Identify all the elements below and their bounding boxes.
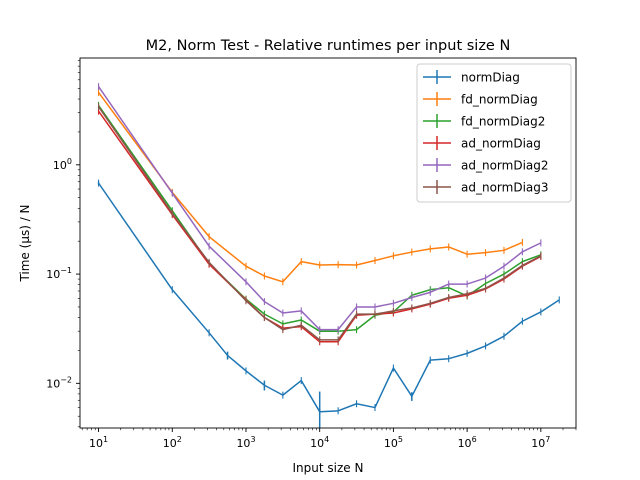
legend-item: normDiag: [423, 70, 520, 85]
series-ad_normDiag2: [97, 83, 542, 334]
x-tick-exponent: 3: [250, 435, 255, 444]
y-tick-label: 10−1: [46, 266, 72, 281]
y-tick-exponent: 0: [67, 157, 72, 166]
y-tick-label: 10−2: [46, 375, 72, 390]
series-line: [97, 106, 542, 341]
legend-item: ad_normDiag3: [423, 180, 549, 195]
x-tick-label: 102: [163, 435, 182, 450]
legend-label: fd_normDiag: [461, 93, 538, 107]
series-line: [97, 86, 542, 331]
legend-item: fd_normDiag: [423, 92, 538, 107]
x-tick-base: 10: [236, 437, 250, 450]
x-tick-label: 106: [458, 435, 477, 450]
y-tick-exponent: −1: [60, 266, 72, 275]
x-tick-base: 10: [163, 437, 177, 450]
x-tick-base: 10: [458, 437, 472, 450]
plot-frame: [79, 57, 577, 429]
legend-item: ad_normDiag2: [423, 158, 549, 173]
x-tick-base: 10: [310, 437, 324, 450]
y-axis-label: Time (µs) / N: [18, 204, 32, 282]
x-tick-exponent: 4: [324, 435, 329, 444]
legend-label: ad_normDiag3: [461, 181, 549, 195]
y-tick-base: 10: [46, 377, 60, 390]
series-line: [97, 182, 560, 413]
legend-label: normDiag: [461, 71, 520, 85]
legend-label: fd_normDiag2: [461, 115, 545, 129]
y-tick-base: 10: [46, 268, 60, 281]
x-tick-label: 105: [384, 435, 403, 450]
y-tick-label: 100: [53, 157, 72, 172]
y-tick-base: 10: [53, 159, 67, 172]
legend: normDiag fd_normDiag fd_normDiag2 ad_normDi…: [416, 63, 572, 203]
y-tick-exponent: −2: [60, 375, 72, 384]
legend-label: ad_normDiag: [461, 137, 541, 151]
x-tick-base: 10: [89, 437, 103, 450]
series-normDiag: [97, 179, 560, 428]
x-tick-exponent: 2: [177, 435, 182, 444]
series-layer: [97, 83, 560, 428]
x-tick-label: 107: [531, 435, 550, 450]
x-tick-base: 10: [531, 437, 545, 450]
x-axis-label: Input size N: [293, 461, 364, 475]
legend-item: ad_normDiag: [423, 136, 541, 151]
x-tick-exponent: 6: [472, 435, 477, 444]
x-tick-label: 103: [236, 435, 255, 450]
series-line: [97, 104, 542, 332]
x-axis: 101 102 103 104 105 106 107: [81, 428, 577, 450]
x-tick-exponent: 1: [103, 435, 108, 444]
legend-item: fd_normDiag2: [423, 114, 545, 129]
x-tick-exponent: 5: [398, 435, 403, 444]
x-tick-label: 104: [310, 435, 329, 450]
legend-box: [416, 63, 572, 203]
series-ad_normDiag3: [97, 103, 542, 344]
legend-label: ad_normDiag2: [461, 159, 549, 173]
x-tick-exponent: 7: [545, 435, 550, 444]
x-tick-base: 10: [384, 437, 398, 450]
chart-title: M2, Norm Test - Relative runtimes per in…: [146, 38, 511, 54]
x-tick-label: 101: [89, 435, 108, 450]
